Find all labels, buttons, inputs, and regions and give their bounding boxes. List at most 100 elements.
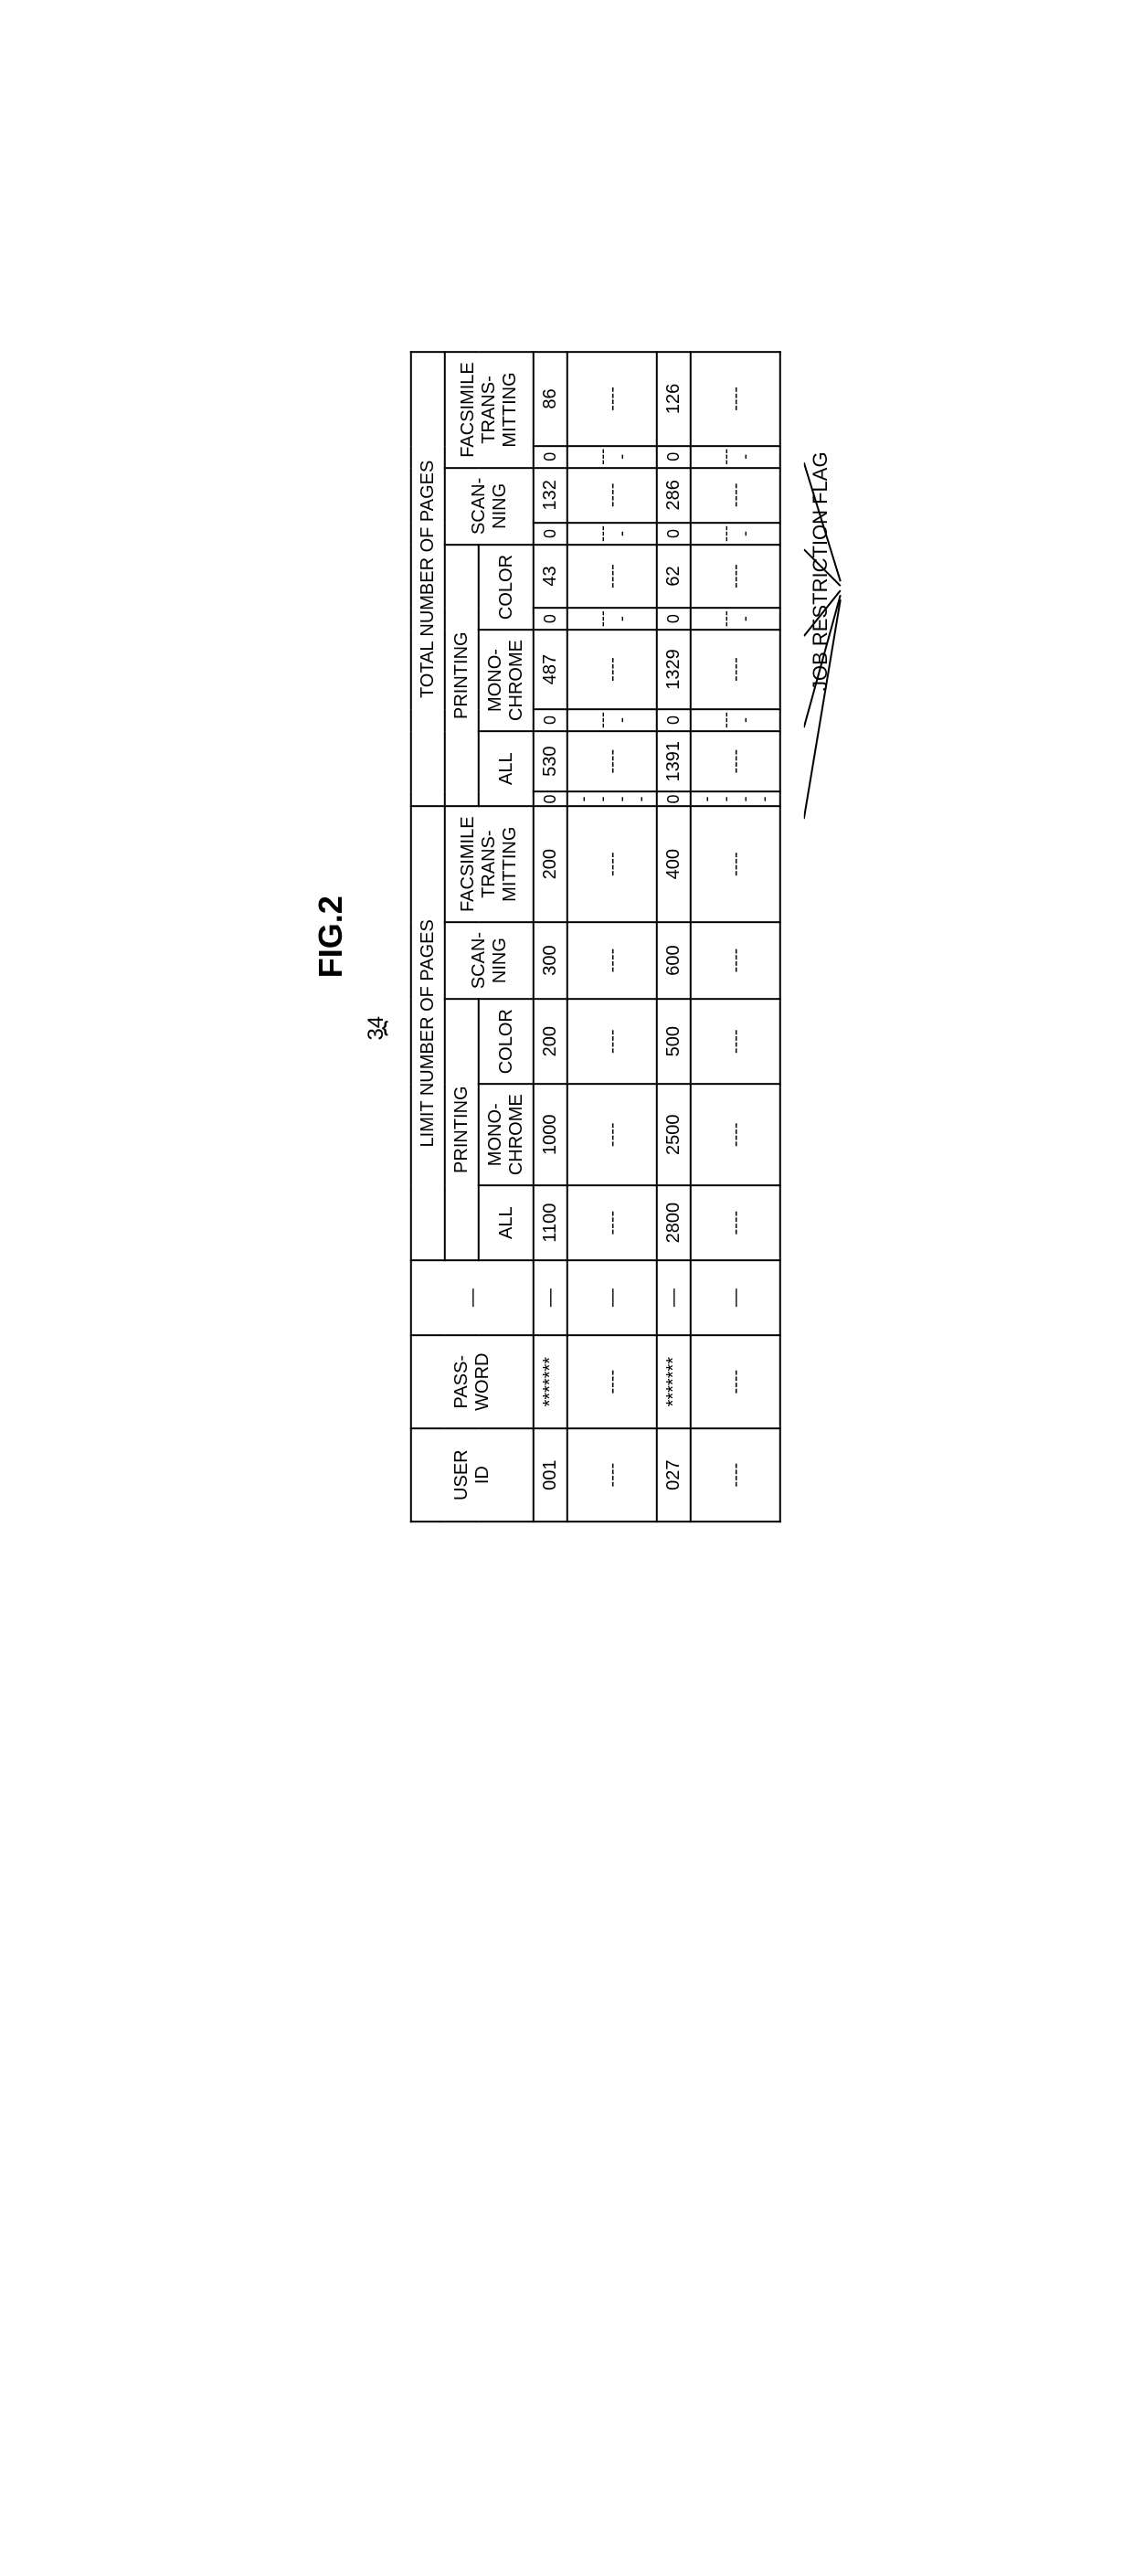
cell-limit-color: 200 xyxy=(534,999,567,1084)
cell-limit-all: ---- xyxy=(691,1185,780,1260)
cell-total-scan: 286 xyxy=(657,468,691,523)
figure-label: FIG.2 xyxy=(312,351,350,1522)
cell-limit-mono: 1000 xyxy=(534,1084,567,1185)
cell-total-all: ---- xyxy=(567,731,657,792)
cell-total-mono: ---- xyxy=(691,630,780,709)
cell-blank: — xyxy=(534,1260,567,1335)
cell-limit-scan: 300 xyxy=(534,922,567,999)
header-limit-color: COLOR xyxy=(479,999,534,1084)
cell-password: ******* xyxy=(534,1335,567,1428)
cell-limit-fax: ---- xyxy=(691,806,780,921)
cell-blank: — xyxy=(567,1260,657,1335)
cell-flag-scan: 0 xyxy=(657,523,691,545)
data-table: USER ID PASS-WORD — LIMIT NUMBER OF PAGE… xyxy=(410,351,781,1522)
header-total-mono: MONO-CHROME xyxy=(479,630,534,731)
header-total-fax: FACSIMILE TRANS-MITTING xyxy=(445,352,534,467)
cell-total-color: 62 xyxy=(657,545,691,608)
table-row: 001 ******* — 1100 1000 200 300 200 0 53… xyxy=(534,352,567,1521)
cell-total-fax: 126 xyxy=(657,352,691,445)
cell-total-mono: 487 xyxy=(534,630,567,709)
cell-user-id: ---- xyxy=(567,1428,657,1521)
callout-container: JOB RESTRICTION FLAG xyxy=(809,351,832,1522)
cell-total-scan: ---- xyxy=(567,468,657,523)
cell-total-all: 530 xyxy=(534,731,567,792)
cell-limit-fax: 400 xyxy=(657,806,691,921)
cell-user-id: ---- xyxy=(691,1428,780,1521)
header-limit-group: LIMIT NUMBER OF PAGES xyxy=(411,806,445,1260)
cell-total-all: ---- xyxy=(691,731,780,792)
header-user-id: USER ID xyxy=(411,1428,534,1521)
cell-password: ---- xyxy=(691,1335,780,1428)
cell-limit-mono: ---- xyxy=(691,1084,780,1185)
header-password: PASS-WORD xyxy=(411,1335,534,1428)
cell-user-id: 027 xyxy=(657,1428,691,1521)
cell-flag-scan: ---- xyxy=(691,523,780,545)
cell-total-color: ---- xyxy=(691,545,780,608)
header-total-printing: PRINTING xyxy=(445,545,479,807)
cell-flag-scan: 0 xyxy=(534,523,567,545)
header-total-scan: SCAN-NING xyxy=(445,468,534,545)
cell-limit-fax: 200 xyxy=(534,806,567,921)
cell-user-id: 001 xyxy=(534,1428,567,1521)
cell-flag-scan: ---- xyxy=(567,523,657,545)
cell-limit-mono: ---- xyxy=(567,1084,657,1185)
cell-flag-color: ---- xyxy=(567,608,657,630)
cell-flag-fax: 0 xyxy=(657,446,691,468)
cell-flag-mono: ---- xyxy=(567,709,657,731)
header-limit-scan: SCAN-NING xyxy=(445,922,534,999)
cell-total-mono: 1329 xyxy=(657,630,691,709)
cell-limit-color: 500 xyxy=(657,999,691,1084)
cell-limit-all: 2800 xyxy=(657,1185,691,1260)
cell-blank: — xyxy=(691,1260,780,1335)
cell-total-fax: 86 xyxy=(534,352,567,445)
cell-limit-all: ---- xyxy=(567,1185,657,1260)
header-limit-fax: FACSIMILE TRANS-MITTING xyxy=(445,806,534,921)
cell-flag-color: ---- xyxy=(691,608,780,630)
cell-total-fax: ---- xyxy=(567,352,657,445)
cell-total-all: 1391 xyxy=(657,731,691,792)
cell-flag-mono: 0 xyxy=(657,709,691,731)
cell-total-mono: ---- xyxy=(567,630,657,709)
header-limit-printing: PRINTING xyxy=(445,999,479,1260)
cell-limit-scan: ---- xyxy=(691,922,780,999)
cell-flag-mono: 0 xyxy=(534,709,567,731)
cell-limit-color: ---- xyxy=(567,999,657,1084)
table-row: 027 ******* — 2800 2500 500 600 400 0 13… xyxy=(657,352,691,1521)
header-total-all: ALL xyxy=(479,731,534,807)
cell-limit-all: 1100 xyxy=(534,1185,567,1260)
cell-password: ---- xyxy=(567,1335,657,1428)
header-row-1: USER ID PASS-WORD — LIMIT NUMBER OF PAGE… xyxy=(411,352,445,1521)
reference-bracket: ⏞ xyxy=(394,442,401,1614)
cell-flag-color: 0 xyxy=(657,608,691,630)
header-limit-all: ALL xyxy=(479,1185,534,1260)
cell-total-color: ---- xyxy=(567,545,657,608)
cell-flag-fax: 0 xyxy=(534,446,567,468)
header-blank: — xyxy=(411,1260,534,1335)
cell-flag-fax: ---- xyxy=(691,446,780,468)
cell-total-color: 43 xyxy=(534,545,567,608)
cell-flag-all: 0 xyxy=(657,791,691,806)
table-row: ---- ---- — ---- ---- ---- ---- ---- ---… xyxy=(691,352,780,1521)
cell-flag-mono: ---- xyxy=(691,709,780,731)
cell-total-fax: ---- xyxy=(691,352,780,445)
header-total-group: TOTAL NUMBER OF PAGES xyxy=(411,352,445,806)
cell-flag-fax: ---- xyxy=(567,446,657,468)
cell-limit-fax: ---- xyxy=(567,806,657,921)
cell-flag-all: ---- xyxy=(567,791,657,806)
cell-password: ******* xyxy=(657,1335,691,1428)
table-body: 001 ******* — 1100 1000 200 300 200 0 53… xyxy=(534,352,780,1521)
table-row: ---- ---- — ---- ---- ---- ---- ---- ---… xyxy=(567,352,657,1521)
cell-limit-mono: 2500 xyxy=(657,1084,691,1185)
cell-flag-color: 0 xyxy=(534,608,567,630)
cell-flag-all: ---- xyxy=(691,791,780,806)
header-limit-mono: MONO-CHROME xyxy=(479,1084,534,1185)
cell-total-scan: ---- xyxy=(691,468,780,523)
callout-label: JOB RESTRICTION FLAG xyxy=(809,0,832,1157)
cell-limit-scan: ---- xyxy=(567,922,657,999)
cell-limit-scan: 600 xyxy=(657,922,691,999)
cell-blank: — xyxy=(657,1260,691,1335)
cell-limit-color: ---- xyxy=(691,999,780,1084)
cell-total-scan: 132 xyxy=(534,468,567,523)
header-total-color: COLOR xyxy=(479,545,534,630)
cell-flag-all: 0 xyxy=(534,791,567,806)
